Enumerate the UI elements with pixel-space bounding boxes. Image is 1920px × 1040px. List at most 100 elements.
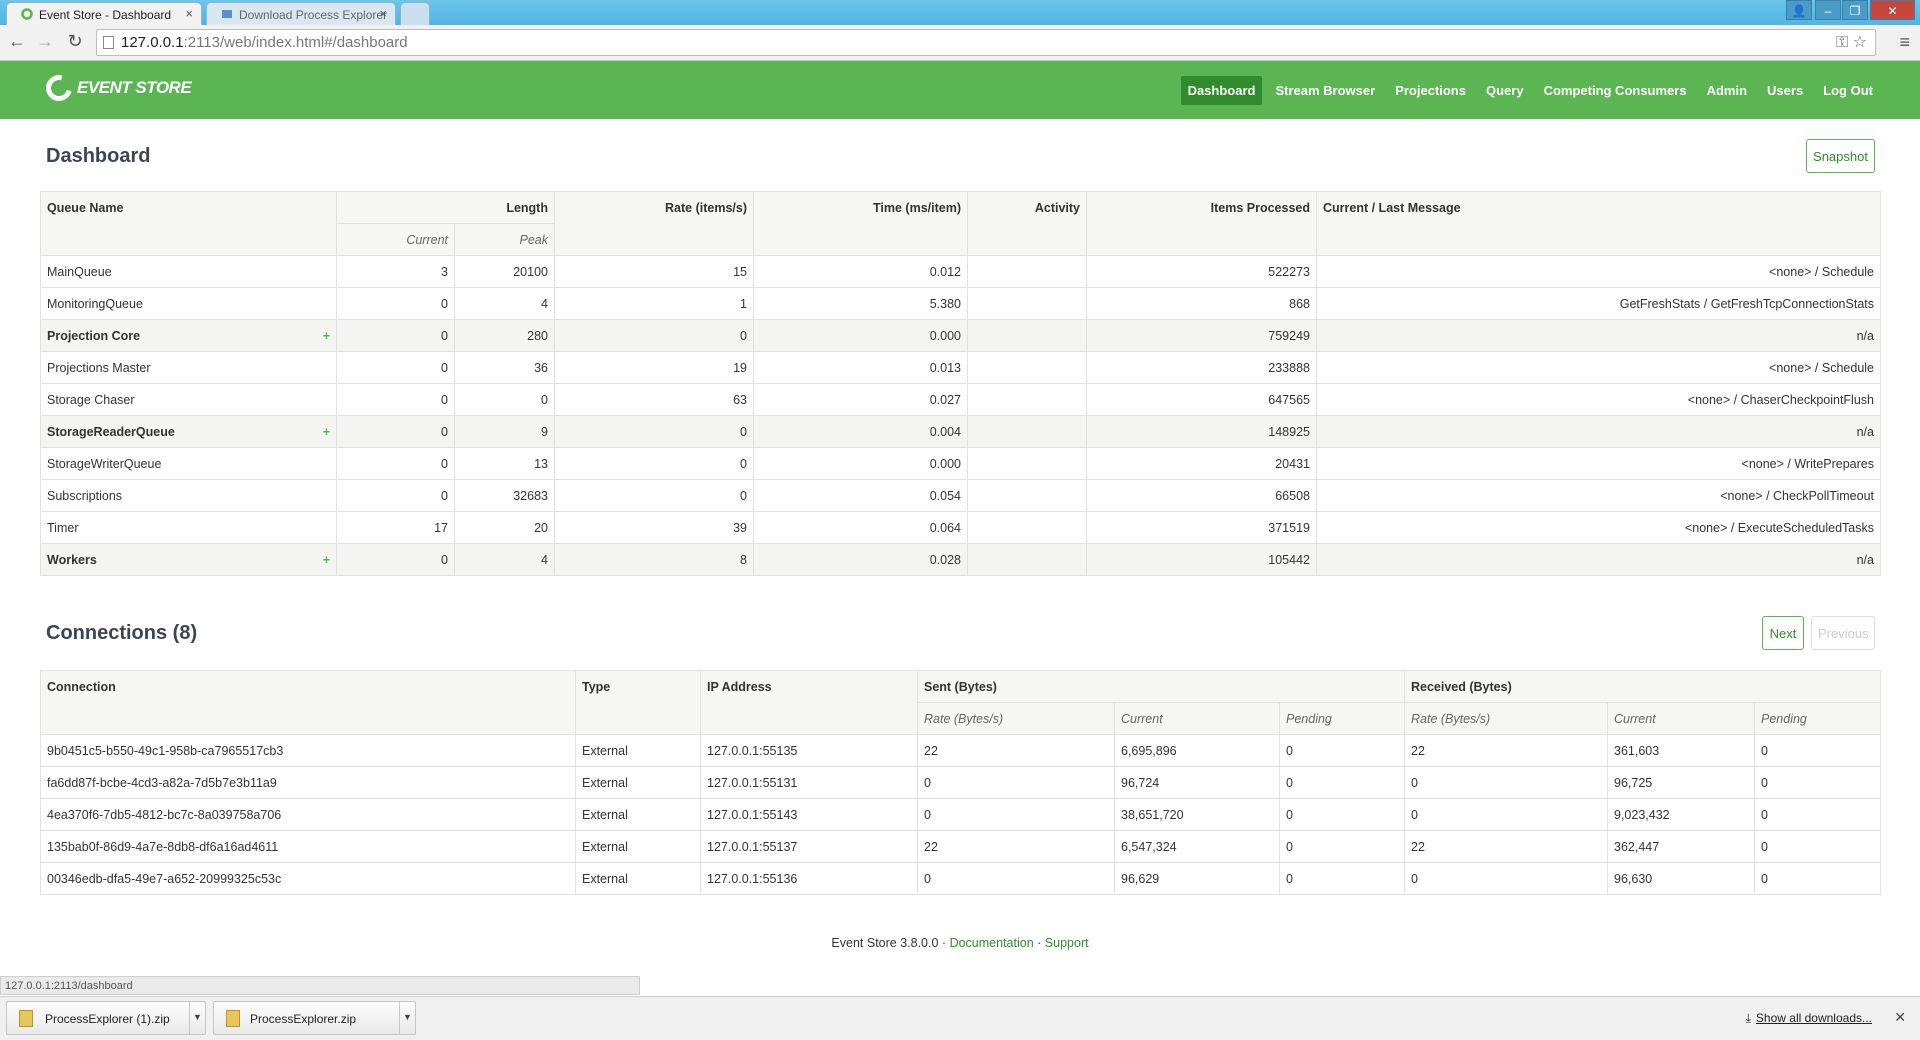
support-link[interactable]: Support <box>1044 936 1089 950</box>
browser-menu-icon[interactable]: ≡ <box>1899 32 1910 52</box>
nav-users[interactable]: Users <box>1767 83 1804 98</box>
items-processed-cell-text: 148925 <box>1268 424 1310 439</box>
nav-stream-browser[interactable]: Stream Browser <box>1275 83 1376 98</box>
reload-icon[interactable]: ↻ <box>67 31 83 51</box>
time-cell-text: 0.012 <box>929 264 961 279</box>
queue-row[interactable]: StorageReaderQueue +0 9 0 0.004 148925 n/a <box>40 415 1881 448</box>
time-cell: 0.013 <box>753 351 968 384</box>
queue-row: Subscriptions 0 32683 0 0.054 66508 <none> / C… <box>40 479 1881 512</box>
restore-window-icon[interactable]: ❐ <box>1842 0 1868 20</box>
connection-recv-rate-cell: 0 <box>1404 798 1608 831</box>
connection-type-cell: External <box>575 766 701 799</box>
connection-row: 00346edb-dfa5-49e7-a652-20999325c53c Exte… <box>40 862 1881 895</box>
connection-ip-cell: 127.0.0.1:55135 <box>700 734 918 767</box>
items-processed-cell: 759249 <box>1086 319 1317 352</box>
download-item[interactable]: ProcessExplorer (1).zip ▼ <box>6 1001 206 1035</box>
connection-row: 4ea370f6-7db5-4812-bc7c-8a039758a706 Exte… <box>40 798 1881 831</box>
download-item[interactable]: ProcessExplorer.zip ▼ <box>213 1001 416 1035</box>
tab-download-process-explorer[interactable]: Download Process Explorer × <box>206 2 396 25</box>
connection-id-cell: fa6dd87f-bcbe-4cd3-a82a-7d5b7e3b11a9 <box>40 766 576 799</box>
back-icon[interactable]: ← <box>8 31 26 51</box>
next-page-button[interactable]: Next <box>1762 616 1804 650</box>
previous-page-button[interactable]: Previous <box>1811 616 1875 650</box>
nav-admin[interactable]: Admin <box>1706 83 1748 98</box>
bookmark-star-icon[interactable]: ☆ <box>1852 34 1867 51</box>
activity-cell <box>967 447 1087 480</box>
connection-sent-current-cell: 96,629 <box>1114 862 1280 895</box>
minimize-window-icon[interactable]: – <box>1815 0 1841 20</box>
close-tab-icon[interactable]: × <box>379 6 387 21</box>
event-store-favicon-icon <box>21 8 33 20</box>
col-sent-pending: Pending <box>1279 702 1405 735</box>
activity-cell <box>967 479 1087 512</box>
nav-competing-consumers[interactable]: Competing Consumers <box>1543 83 1687 98</box>
items-processed-cell: 66508 <box>1086 479 1317 512</box>
footer-separator: · <box>1037 936 1042 950</box>
key-icon[interactable]: ⚿ <box>1836 34 1849 51</box>
nav-projections[interactable]: Projections <box>1395 83 1466 98</box>
time-cell: 0.004 <box>753 415 968 448</box>
length-peak-cell: 9 <box>454 415 555 448</box>
message-cell-text: <none> / CheckPollTimeout <box>1720 488 1874 503</box>
close-window-icon[interactable]: ✕ <box>1870 0 1915 20</box>
length-peak-cell-text: 20 <box>534 520 548 535</box>
rate-cell: 39 <box>554 511 754 544</box>
rate-cell: 15 <box>554 255 754 288</box>
expand-plus-icon[interactable]: + <box>322 328 330 343</box>
browser-toolbar: ← → ↻ 127.0.0.1:2113/web/index.html#/das… <box>0 25 1920 61</box>
connection-type-cell: External <box>575 830 701 863</box>
close-download-shelf-icon[interactable]: ✕ <box>1894 1009 1906 1025</box>
new-tab-button[interactable] <box>400 2 430 25</box>
main-nav: Dashboard Stream Browser Projections Que… <box>1175 76 1880 105</box>
tab-event-store-dashboard[interactable]: Event Store - Dashboard × <box>6 2 202 25</box>
connection-id-cell: 4ea370f6-7db5-4812-bc7c-8a039758a706 <box>40 798 576 831</box>
connection-recv-current-cell: 96,725 <box>1607 766 1755 799</box>
nav-dashboard[interactable]: Dashboard <box>1180 76 1263 105</box>
forward-icon[interactable]: → <box>36 31 54 51</box>
activity-cell <box>967 319 1087 352</box>
dashboard-title: Dashboard <box>46 145 151 167</box>
queue-row[interactable]: Workers +0 4 8 0.028 105442 n/a <box>40 543 1881 576</box>
rate-cell: 0 <box>554 447 754 480</box>
message-cell-text: n/a <box>1856 552 1874 567</box>
expand-plus-icon[interactable]: + <box>322 424 330 439</box>
snapshot-button[interactable]: Snapshot <box>1806 139 1875 173</box>
nav-query[interactable]: Query <box>1485 83 1524 98</box>
col-items-processed: Items Processed <box>1086 191 1317 256</box>
expand-plus-icon[interactable]: + <box>322 552 330 567</box>
queue-name-cell: StorageReaderQueue + <box>40 415 337 448</box>
message-cell-text: GetFreshStats / GetFreshTcpConnectionSta… <box>1619 296 1874 311</box>
length-current-cell: 0 <box>336 415 455 448</box>
length-current-cell: 0 <box>336 383 455 416</box>
message-cell-text: <none> / ExecuteScheduledTasks <box>1684 520 1874 535</box>
status-bubble: 127.0.0.1:2113/dashboard <box>0 976 640 995</box>
items-processed-cell-text: 233888 <box>1268 360 1310 375</box>
queue-name-cell: Workers + <box>40 543 337 576</box>
time-cell: 0.012 <box>753 255 968 288</box>
user-profile-icon[interactable]: 👤 <box>1786 0 1812 20</box>
length-current-cell: 0 <box>336 543 455 576</box>
address-bar[interactable]: 127.0.0.1:2113/web/index.html#/dashboard… <box>96 29 1876 56</box>
event-store-logo[interactable]: EVENT STORE <box>41 70 192 106</box>
length-peak-cell-text: 32683 <box>513 488 548 503</box>
activity-cell <box>967 511 1087 544</box>
tab-title: Event Store - Dashboard <box>39 8 172 22</box>
rate-cell: 0 <box>554 479 754 512</box>
queue-row[interactable]: Projection Core +0 280 0 0.000 759249 n/a <box>40 319 1881 352</box>
activity-cell <box>967 543 1087 576</box>
documentation-link[interactable]: Documentation <box>949 936 1034 950</box>
chevron-down-icon[interactable]: ▼ <box>399 1002 415 1034</box>
url-host: 127.0.0.1 <box>121 34 184 51</box>
show-all-downloads-link[interactable]: ⤓ Show all downloads... <box>1746 1011 1872 1026</box>
rate-cell: 1 <box>554 287 754 320</box>
length-current-cell-text: 3 <box>441 264 448 279</box>
nav-log-out[interactable]: Log Out <box>1823 83 1873 98</box>
page-footer: Event Store 3.8.0.0 · Documentation · Su… <box>0 936 1920 950</box>
time-cell: 0.000 <box>753 447 968 480</box>
close-tab-icon[interactable]: × <box>185 6 193 21</box>
time-cell: 0.027 <box>753 383 968 416</box>
chevron-down-icon[interactable]: ▼ <box>189 1002 205 1034</box>
connection-recv-pending-cell: 0 <box>1754 766 1881 799</box>
items-processed-cell: 148925 <box>1086 415 1317 448</box>
col-queue-name[interactable]: Queue Name <box>40 191 337 256</box>
